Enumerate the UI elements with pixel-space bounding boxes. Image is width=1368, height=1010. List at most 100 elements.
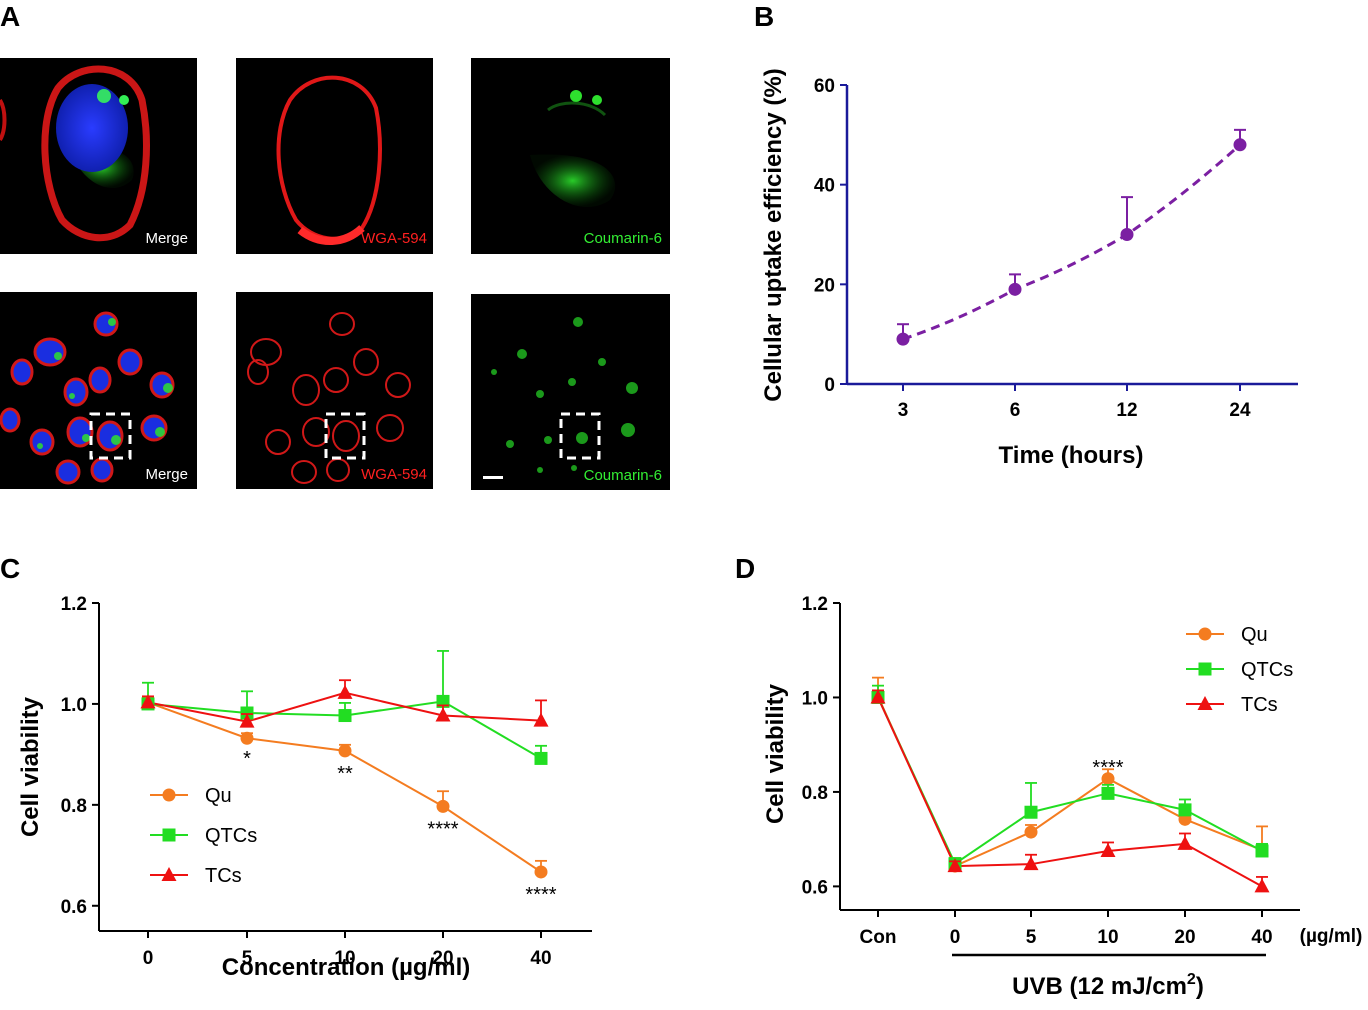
c-data-point-tcs xyxy=(140,694,156,709)
b-x-tick-label: 3 xyxy=(898,400,909,421)
b-y-tick-label: 20 xyxy=(814,275,835,296)
c-data-point-qu xyxy=(338,744,352,758)
b-data-point xyxy=(896,332,910,346)
d-y-tick-label: 1.0 xyxy=(802,688,828,709)
d-y-tick-label: 0.6 xyxy=(802,877,828,898)
b-x-tick-label: 6 xyxy=(1010,400,1021,421)
c-x-tick-label: 20 xyxy=(432,948,453,969)
d-legend-label: TCs xyxy=(1241,694,1278,716)
panel-letter-b: B xyxy=(754,1,774,32)
c-data-point-qtcs xyxy=(240,706,254,720)
d-y-tick-label: 0.8 xyxy=(802,783,828,804)
d-data-point-qtcs xyxy=(1255,844,1269,858)
d-y-axis-title: Cell viability xyxy=(762,683,789,824)
d-x-axis-title: UVB (12 mJ/cm2) xyxy=(1012,971,1204,1000)
d-data-point-qtcs xyxy=(1178,803,1192,817)
d-legend-marker xyxy=(1198,662,1212,676)
c-legend-marker xyxy=(161,867,177,881)
chart-d-uvb-viability: 0.6 0.8 1.0 1.2 Con 0 5 10 20 40 Cell viability ***… xyxy=(762,594,1362,1000)
micrograph-merge-field: Merge xyxy=(0,292,197,489)
micrograph-wga-field: WGA-594 xyxy=(236,292,433,489)
c-y-tick-label: 0.8 xyxy=(61,796,87,817)
c-legend-marker xyxy=(162,828,176,842)
b-y-axis-title: Cellular uptake efficiency (%) xyxy=(760,68,787,401)
d-legend-label: Qu xyxy=(1241,624,1268,646)
c-data-point-tcs xyxy=(435,707,451,722)
d-x-tick-label: 20 xyxy=(1174,927,1195,948)
d-data-point-qtcs xyxy=(1024,805,1038,819)
d-legend-marker xyxy=(1197,696,1213,710)
d-x-tick-label: 0 xyxy=(950,927,961,948)
d-legend-label: QTCs xyxy=(1241,659,1293,681)
c-data-point-qtcs xyxy=(338,709,352,723)
c-y-axis-title: Cell viability xyxy=(17,696,44,837)
c-data-point-qtcs xyxy=(534,751,548,765)
panel-letter-c: C xyxy=(0,553,20,584)
c-significance-mark: * xyxy=(243,748,251,770)
d-data-point-tcs xyxy=(1023,856,1039,871)
d-data-point-tcs xyxy=(1100,842,1116,857)
micrograph-label-3: Coumarin-6 xyxy=(584,230,662,247)
c-y-tick-label: 1.0 xyxy=(61,695,87,716)
b-x-axis-title: Time (hours) xyxy=(999,442,1144,469)
c-x-tick-label: 0 xyxy=(143,948,154,969)
micrograph-label-2: WGA-594 xyxy=(361,230,427,247)
b-x-tick-label: 24 xyxy=(1229,400,1251,421)
d-data-point-qu xyxy=(1101,772,1115,786)
d-series-line-qu xyxy=(877,696,1263,868)
c-x-axis-title: Concentration (µg/ml) xyxy=(222,954,470,981)
micrograph-label-1: Merge xyxy=(145,230,188,247)
c-significance-mark: **** xyxy=(525,884,556,906)
micrograph-label-5: WGA-594 xyxy=(361,466,427,483)
c-y-tick-label: 0.6 xyxy=(61,897,87,918)
c-data-point-tcs xyxy=(533,712,549,727)
b-y-tick-label: 60 xyxy=(814,76,835,97)
c-legend-label: TCs xyxy=(205,865,242,887)
d-data-point-tcs xyxy=(1254,878,1270,893)
d-data-point-tcs xyxy=(870,689,886,704)
c-significance-mark: ** xyxy=(337,763,353,785)
d-data-point-qtcs xyxy=(1101,786,1115,800)
micrograph-merge-single: Merge xyxy=(0,58,197,254)
micrograph-coumarin-field: Coumarin-6 xyxy=(471,294,670,490)
b-y-tick-label: 40 xyxy=(814,176,835,197)
d-x-tick-label: 5 xyxy=(1026,927,1037,948)
micrograph-grid: Merge WGA-594 Coumarin-6 xyxy=(0,58,670,490)
c-y-tick-label: 1.2 xyxy=(61,594,87,615)
micrograph-wga-single: WGA-594 xyxy=(236,58,433,254)
b-data-point xyxy=(1233,138,1247,152)
b-series-line xyxy=(902,143,1242,341)
c-x-tick-label: 40 xyxy=(530,948,551,969)
c-x-tick-label: 5 xyxy=(242,948,253,969)
c-data-point-tcs xyxy=(337,684,353,699)
d-series-line-qtcs xyxy=(877,697,1263,866)
c-x-tick-label: 10 xyxy=(334,948,355,969)
c-data-point-qu xyxy=(436,799,450,813)
micrograph-label-4: Merge xyxy=(145,466,188,483)
d-y-tick-label: 1.2 xyxy=(802,594,828,615)
c-legend-label: Qu xyxy=(205,785,232,807)
d-series-line-tcs xyxy=(877,697,1263,888)
d-data-point-qu xyxy=(1024,825,1038,839)
d-data-point-tcs xyxy=(947,858,963,873)
c-data-point-qu xyxy=(534,865,548,879)
micrograph-label-6: Coumarin-6 xyxy=(584,467,662,484)
d-unit-label: (µg/ml) xyxy=(1300,926,1363,947)
b-data-point xyxy=(1008,282,1022,296)
b-x-tick-label: 12 xyxy=(1116,400,1137,421)
b-y-tick-label: 0 xyxy=(824,375,835,396)
d-data-point-tcs xyxy=(1177,835,1193,850)
c-legend-label: QTCs xyxy=(205,825,257,847)
d-significance-mark: **** xyxy=(1092,757,1123,779)
d-x-axis-title-superscript: 2 xyxy=(1187,971,1196,988)
d-x-tick-label: Con xyxy=(860,927,897,948)
b-data-point xyxy=(1120,228,1134,241)
c-significance-mark: **** xyxy=(427,819,458,841)
c-data-point-tcs xyxy=(239,713,255,728)
micrograph-coumarin-single: Coumarin-6 xyxy=(471,58,670,254)
d-x-tick-label: 40 xyxy=(1251,927,1272,948)
panel-letter-d: D xyxy=(735,553,755,584)
